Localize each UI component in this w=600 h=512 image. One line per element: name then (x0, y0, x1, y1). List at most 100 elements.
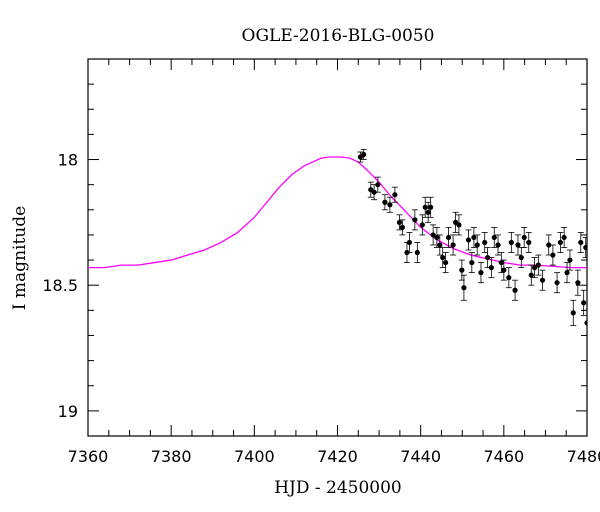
data-point (582, 237, 587, 258)
data-point-marker (414, 249, 420, 256)
data-point (406, 232, 413, 253)
data-point (539, 269, 546, 291)
y-tick-label: 19 (58, 402, 78, 421)
data-points-layer (357, 149, 587, 336)
data-point-marker (532, 265, 538, 271)
data-point (528, 264, 535, 286)
data-point-marker (437, 242, 443, 248)
data-point-marker (406, 239, 413, 246)
data-point (491, 226, 498, 248)
data-point (481, 232, 488, 253)
data-point-marker (506, 275, 512, 281)
data-point (445, 226, 452, 248)
x-axis-label: HJD - 2450000 (274, 478, 402, 498)
data-point (436, 234, 443, 256)
data-point-marker (445, 234, 452, 241)
data-point-marker (474, 242, 480, 248)
data-point (381, 194, 388, 211)
data-point (414, 242, 421, 263)
data-point (442, 252, 449, 274)
data-point (574, 269, 581, 296)
plot-area (87, 58, 588, 437)
chart-title: OGLE-2016-BLG-0050 (242, 26, 435, 46)
data-point-marker (459, 267, 465, 273)
data-point-marker (461, 285, 467, 291)
data-point (535, 254, 542, 276)
data-point (508, 232, 515, 253)
data-point-marker (578, 239, 584, 246)
data-point (495, 234, 502, 256)
data-point (498, 252, 505, 274)
x-tick-label: 7420 (317, 447, 358, 466)
data-point-marker (469, 259, 475, 266)
data-point (566, 249, 573, 271)
data-point (474, 234, 481, 256)
data-point (531, 257, 538, 279)
data-point (458, 259, 465, 281)
data-point-marker (465, 237, 472, 243)
model-curve (88, 156, 587, 269)
data-point (452, 211, 459, 233)
x-tick-label: 7440 (400, 447, 441, 466)
data-point-marker (528, 272, 534, 278)
data-point (433, 226, 440, 248)
data-point-marker (382, 199, 388, 205)
y-tick-label: 18.5 (42, 276, 78, 295)
data-point-marker (485, 254, 491, 261)
data-point (411, 209, 418, 231)
plot-frame (87, 58, 588, 437)
data-point (564, 262, 571, 284)
data-point (425, 201, 432, 223)
data-point-marker (434, 234, 440, 241)
data-point-marker (495, 242, 501, 248)
data-point-marker (422, 204, 428, 210)
data-point (386, 196, 393, 213)
data-point-marker (581, 300, 587, 306)
data-point (521, 226, 528, 248)
data-point-marker (478, 270, 484, 276)
data-point (465, 229, 472, 251)
data-point-marker (371, 189, 377, 195)
data-point-marker (412, 217, 418, 223)
data-point (584, 309, 587, 336)
data-point-marker (546, 242, 552, 248)
data-point (545, 234, 552, 256)
data-point-marker (443, 259, 449, 266)
y-tick-label: 18 (58, 151, 78, 170)
data-point-marker (450, 242, 456, 248)
x-tick-label: 7460 (483, 447, 524, 466)
data-point-marker (535, 262, 541, 268)
data-point (470, 226, 477, 248)
x-tick-label: 7480 (567, 447, 600, 466)
data-point-marker (521, 234, 527, 241)
data-point (450, 234, 457, 256)
model-curve-layer (88, 156, 587, 269)
data-point (549, 244, 556, 266)
y-axis-label: I magnitude (10, 206, 30, 310)
data-point-marker (387, 202, 393, 208)
data-point (419, 214, 426, 236)
data-point-marker (361, 151, 367, 158)
data-point (514, 234, 521, 256)
data-point (512, 279, 519, 301)
data-point (554, 272, 561, 294)
data-point (455, 214, 462, 236)
data-point-marker (419, 222, 425, 228)
data-point (430, 224, 437, 246)
data-point-marker (456, 222, 462, 228)
data-point (505, 267, 512, 289)
data-point (427, 196, 434, 218)
data-point (439, 247, 446, 269)
data-point-marker (508, 239, 514, 246)
data-point (399, 219, 406, 236)
data-point (561, 226, 568, 248)
data-point-marker (570, 310, 576, 316)
x-tick-label: 7360 (68, 447, 109, 466)
data-point (500, 259, 507, 281)
data-point-marker (575, 280, 581, 286)
x-tick-label: 7400 (234, 447, 275, 466)
axis-ticks-layer: 7360 7380 7400 7420 7440 7460 7480 18 18.5 19 (42, 58, 600, 466)
data-point-marker (501, 267, 507, 273)
data-point-marker (440, 254, 446, 261)
